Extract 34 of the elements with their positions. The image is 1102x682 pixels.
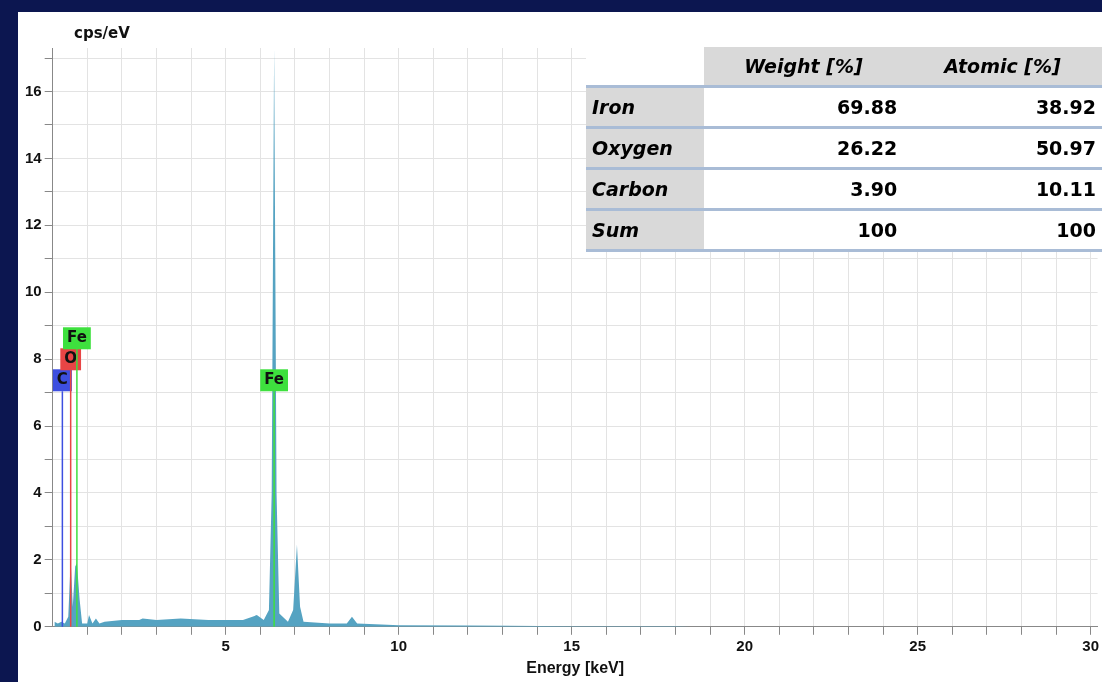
annotation: 69.88 <box>703 86 904 128</box>
y-tick-label: 14 <box>25 148 43 166</box>
annotation: 38.92 <box>903 86 1102 128</box>
ref-line-label: C <box>56 370 68 389</box>
annotation: Iron <box>586 86 704 128</box>
x-tick-label: 10 <box>390 636 408 654</box>
x-tick-label: 30 <box>1082 636 1099 654</box>
y-tick-label: 0 <box>33 616 42 634</box>
x-tick-label: 20 <box>736 636 754 654</box>
y-tick-label: 2 <box>33 550 42 568</box>
annotation: 50.97 <box>903 127 1102 169</box>
y-tick-label: 16 <box>25 81 42 99</box>
annotation: Atomic [%] <box>903 47 1102 87</box>
x-tick-label: 25 <box>909 636 927 654</box>
annotation: 100 <box>703 209 904 251</box>
y-axis-title: cps/eV <box>74 24 130 42</box>
annotation: 100 <box>903 209 1102 251</box>
y-tick-label: 6 <box>33 416 42 434</box>
annotation: Sum <box>586 209 704 251</box>
ref-line-label: Fe <box>264 370 285 389</box>
annotation: Weight [%] <box>703 47 904 87</box>
y-tick-label: 8 <box>33 349 42 367</box>
x-tick-label: 5 <box>221 636 230 654</box>
y-tick-label: 10 <box>25 282 42 300</box>
annotation: 3.90 <box>703 168 904 210</box>
y-tick-label: 4 <box>33 483 43 501</box>
annotation: 26.22 <box>703 127 904 169</box>
y-tick-label: 12 <box>25 215 42 233</box>
annotation: Oxygen <box>586 127 704 169</box>
annotation: 10.11 <box>903 168 1102 210</box>
x-axis-title: Energy [keV] <box>526 658 625 676</box>
annotation: Carbon <box>586 168 704 210</box>
x-tick-label: 15 <box>563 636 581 654</box>
ref-line-label: Fe <box>67 328 87 347</box>
